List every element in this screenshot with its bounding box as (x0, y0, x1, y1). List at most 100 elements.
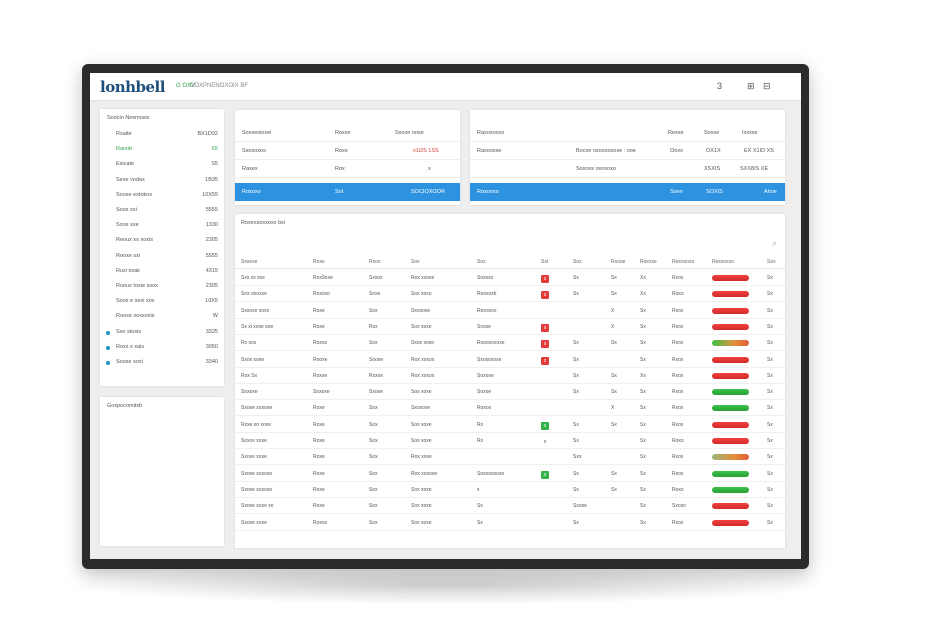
table-cell: Sox oxoxxe (241, 291, 267, 298)
table-row[interactable]: Rox Sx Roxxe Rxxox Rox xoxox Soxoxe Sx Sx Xx Rxo… (235, 368, 785, 384)
sidebar-item[interactable]: Ruxi sxak 4315 (100, 264, 224, 279)
table-row[interactable]: Rx xox Roxox Sox Sxox xoxe Roxoxoxoxe Sx Sx Sx R… (235, 335, 785, 352)
table-row[interactable]: Sox oxoxxe Roxoxo Soxe Sox xoxo Rexxoxb Sx Sx X… (235, 286, 785, 303)
column-header[interactable]: Sox (767, 259, 776, 265)
sidebar-item[interactable]: Rooxe sxi 5555 (100, 249, 224, 264)
column-header[interactable]: Roxe (313, 259, 325, 265)
sidebar-item[interactable]: Sexe vodax 1B35 (100, 173, 224, 188)
table-row[interactable]: Sxxoxe xoxo Roxe Sox Sxoxoxe Rexoxox X Sx Rxox S… (235, 303, 785, 319)
summary-card-right: Raxoxooxx Rexxe Soxxe Ixxxxe Raxooxse Bo… (470, 110, 785, 205)
status-bar (712, 356, 749, 363)
status-ok-icon[interactable]: x (541, 421, 549, 430)
table-cell: Rox Sx (241, 372, 258, 379)
sidebar-item[interactable]: Reoux xx xoxis 2305 (100, 233, 224, 248)
sidebar-item-label: Reoux xx xoxis (116, 237, 153, 244)
table-cell: Sx (611, 372, 617, 379)
table-row[interactable]: Soxoxe Soxoxe Sxoxe Sox xoxe Soxoe Sx Sx Sx Rxox… (235, 384, 785, 401)
table-row[interactable]: Sxoxe xoxoxe Roxe Sox Sox xoxe x Sx Sx Sx Roxo Sx (235, 482, 785, 498)
table-cell: Sx (767, 307, 773, 314)
table-cell: Sxoxe xoxe (241, 454, 267, 461)
sidebar-item-label: Soox e sexi xox (116, 298, 155, 305)
table-row[interactable]: Rxxe xo xoxe Roxe Sox Sox xoxe Rx Sx Sx Sx Rxox S… (235, 417, 785, 433)
table-cell: Rxxox (369, 372, 383, 379)
table-row[interactable]: Sxoxe xoxoxe Roxe Sox Rox xoxoxe Soxoxoxoxe S… (235, 466, 785, 482)
table-row[interactable]: Sxoxe xoxe xo Roxe Sox Sox xoxe Sx Sxoxe Sx Sxo… (235, 498, 785, 515)
column-header[interactable]: Sox (411, 259, 420, 265)
column-header[interactable]: Rxooe (611, 259, 626, 265)
table-cell: Sx (611, 421, 617, 428)
sidebar-item[interactable]: Ranob X5 (100, 142, 224, 157)
search-icon[interactable]: ⌕ (771, 238, 777, 248)
table-row[interactable]: Sxoxe xoxoxe Roxe Sox Sxoxoxe Roxox X Sx Rxox Sx (235, 400, 785, 417)
sidebar-item[interactable]: Sooxe extokox 10X55 (100, 188, 224, 203)
card-row[interactable]: Raxex Rox x (235, 160, 460, 178)
status-alert-icon[interactable]: x (541, 340, 549, 349)
top-nav-text[interactable]: DOXPNENOXOIX BF (190, 83, 249, 89)
column-header[interactable]: Sxt (541, 259, 549, 265)
sidebar-item[interactable]: Roxs s xais 3050 (100, 340, 224, 355)
column-header[interactable]: Roxxxe (640, 259, 657, 265)
column-header[interactable]: Rexoxoxo (672, 259, 695, 265)
table-cell: Sox (369, 340, 378, 347)
sidebar-item[interactable]: Rxaite BX1D92 (100, 127, 224, 142)
sidebar-item[interactable]: Rooxe xoxxoxis W (100, 309, 224, 324)
status-alert-icon[interactable]: x (541, 323, 549, 332)
layout-icon[interactable]: ⊟ (763, 81, 771, 91)
table-row[interactable]: Soxox xoxe Roxe Sox Sox xoxe Rx Sx Sx Roxo Sx x (235, 433, 785, 449)
status-alert-icon[interactable]: x (541, 356, 549, 365)
sidebar-item[interactable]: Soox sxe 1330 (100, 218, 224, 233)
status-bar (712, 438, 749, 444)
grid-icon[interactable]: ⊞ (747, 81, 755, 91)
column-header[interactable]: Sox (477, 259, 486, 265)
card-row[interactable]: Raxooxse Bocxe oxooxoxoxe : ooe Ooxs OX1… (470, 142, 785, 160)
table-cell: Roxox (313, 340, 328, 347)
card-cell: Rexxe (668, 130, 684, 136)
sidebar-item[interactable]: Sxe stoxis 3325 (100, 325, 224, 340)
table-cell: Roxoxoxoxe (477, 340, 505, 347)
status-bar (712, 275, 749, 281)
sidebar-item[interactable]: Exicate S5 (100, 157, 224, 172)
status-alert-icon[interactable]: x (541, 291, 549, 300)
sidebar-item[interactable]: Soox e sexi xox 10X5 (100, 294, 224, 309)
table-cell: Sxoxo (672, 503, 686, 510)
card-cell: SOXIS (706, 189, 723, 195)
table-cell: Sx (640, 421, 646, 428)
card-row[interactable]: Sxoxoxos Roxe x1i2S 1SS (235, 142, 460, 160)
table-cell: Rx xox (241, 340, 257, 347)
column-header[interactable]: Sox (573, 259, 582, 265)
app-logo[interactable]: lonhbell (100, 78, 165, 96)
status-ok-icon[interactable]: x (541, 470, 549, 479)
table-cell: Sox xoxe (411, 486, 432, 493)
sidebar-item[interactable]: Soox sxi 5555 (100, 203, 224, 218)
card-row[interactable]: Raxoxooxx Rexxe Soxxe Ixxxxe (470, 124, 785, 142)
table-cell: Rox xoxe (411, 454, 432, 461)
table-row[interactable]: Sxoxe xoxe Roxox Sox Sox xoxe Sx Sx Sx Rxox Sx (235, 515, 785, 531)
table-row[interactable]: Sx xi xoxe xoe Roxe Rxx Sox xoxe Sxoxe X Sx Rxo… (235, 319, 785, 335)
table-row[interactable]: Sxx xx xox Rox9oxe Sxxox Rox xxoxe Soxoxx Sx S… (235, 270, 785, 286)
table-cell: Sx (573, 340, 579, 347)
column-header[interactable]: Rxox (369, 259, 381, 265)
column-header[interactable]: Rexxoxxo (712, 259, 734, 265)
table-row[interactable]: Sxoxe xoxe Roxe Sox Rox xoxe Sxx Sx Rxox Sx (235, 449, 785, 466)
table-row[interactable]: Sxox xoxe Rooxe Sooxe Rox xoxox Sxoxoxoxe Sx S… (235, 352, 785, 368)
table-cell: Sox xoxe (411, 323, 432, 330)
table-cell: Rxox (672, 519, 684, 526)
table-cell: Sxoxe xoxoxe (241, 486, 273, 493)
table-cell: Rxox (672, 275, 684, 281)
notification-icon[interactable]: 3 (717, 81, 723, 91)
table-cell: Sx (611, 389, 617, 396)
card-highlight-row[interactable]: Roxooxo Sovn SOXIS Ahoe (470, 183, 785, 201)
sidebar-item-label: Roxs s xais (116, 343, 145, 350)
sidebar-item[interactable]: Rooux toxie sxox 2305 (100, 279, 224, 294)
column-header[interactable]: Sxxexe (241, 259, 258, 265)
status-bar (712, 372, 749, 379)
card-row[interactable]: Soxoxs oxoxoxo XSXIS SXX8IS XE (470, 160, 785, 178)
card-highlight-row[interactable]: Roxoxo Sot SOCIOXOOR (235, 183, 460, 201)
card-row[interactable]: Soxxesioxei Roxxe Sxoxe ooxe (235, 124, 460, 142)
table-cell: Soxoxe (313, 389, 330, 396)
status-alert-icon[interactable]: x (541, 275, 549, 283)
monitor-frame: lonhbell G OXV DOXPNENOXOIX BF 3 ⊞ ⊟ Soo… (82, 64, 809, 569)
status-alert-icon[interactable]: x (543, 439, 547, 445)
sidebar-item-value: S5 (211, 161, 218, 168)
sidebar-item[interactable]: Sooxe soxi 3340 (100, 355, 224, 370)
